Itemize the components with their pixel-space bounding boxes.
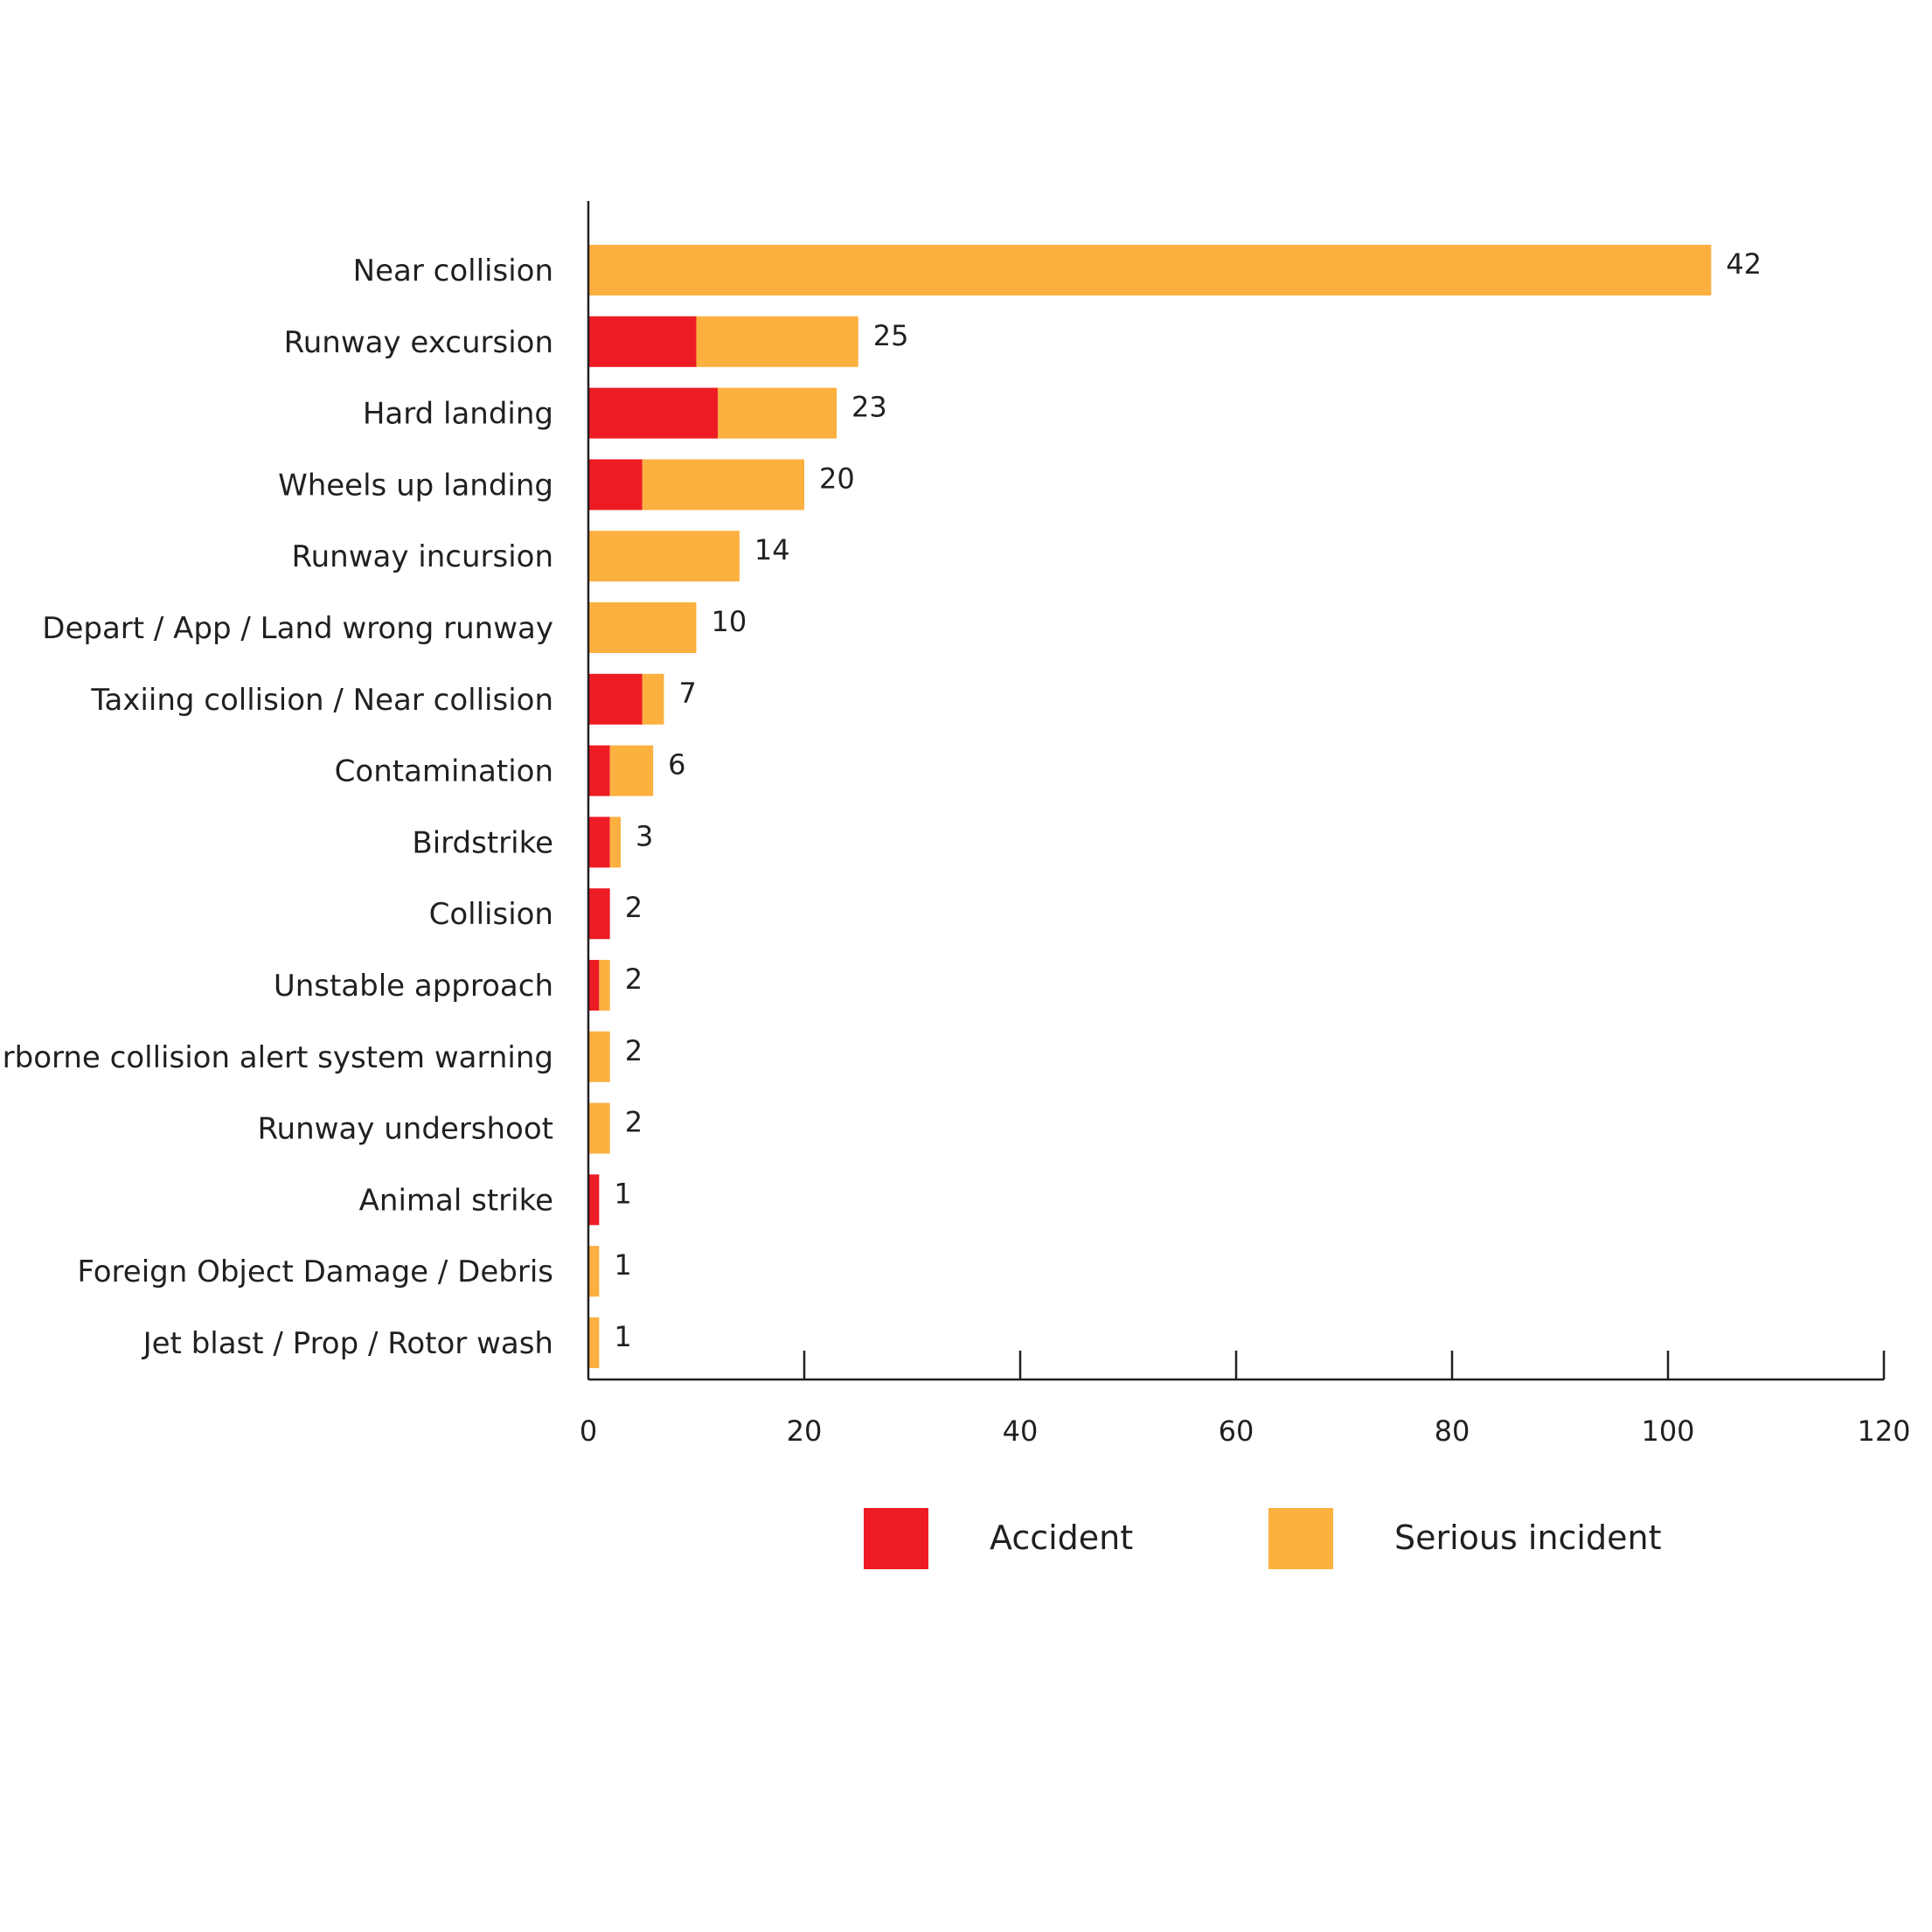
accident-bar-segment: [588, 960, 600, 1011]
x-tick-label: 20: [787, 1414, 823, 1448]
serious-incident-bar-segment: [588, 1102, 610, 1154]
serious-incident-bar-segment: [588, 245, 1712, 295]
x-tick-label: 40: [1003, 1414, 1039, 1448]
accident-bar-segment: [588, 673, 643, 725]
accident-bar-segment: [588, 316, 697, 367]
category-label: Runway incursion: [292, 539, 554, 574]
x-tick-label: 120: [1857, 1414, 1910, 1448]
legend-swatch-accident: [864, 1508, 928, 1569]
accident-bar-segment: [588, 459, 643, 511]
bar-value-label: 1: [614, 1177, 631, 1210]
serious-incident-bar-segment: [609, 745, 654, 796]
accident-bar-segment: [588, 387, 719, 439]
accident-bar-segment: [588, 888, 610, 940]
category-label: Contamination: [335, 754, 553, 789]
serious-incident-bar-segment: [588, 1246, 600, 1297]
category-label: Depart / App / Land wrong runway: [42, 611, 553, 646]
bar-value-label: 1: [614, 1320, 631, 1353]
bar-value-label: 42: [1726, 247, 1762, 281]
category-label: Unstable approach: [274, 969, 553, 1004]
category-label: Jet blast / Prop / Rotor wash: [142, 1326, 553, 1361]
serious-incident-bar-segment: [718, 387, 837, 439]
category-label: Runway undershoot: [257, 1112, 553, 1147]
serious-incident-bar-segment: [696, 316, 858, 367]
legend-label-accident: Accident: [990, 1518, 1133, 1557]
serious-incident-bar-segment: [588, 602, 697, 653]
bar-value-label: 3: [636, 819, 653, 852]
bar-group: [588, 245, 1712, 1368]
legend-label-serious-incident: Serious incident: [1394, 1518, 1661, 1557]
category-label: Runway excursion: [284, 325, 553, 360]
bar-value-label: 25: [873, 319, 909, 352]
category-label: Foreign Object Damage / Debris: [77, 1254, 553, 1289]
category-label: Animal strike: [359, 1183, 553, 1218]
accident-bar-segment: [588, 745, 610, 796]
legend-swatch-serious-incident: [1268, 1508, 1333, 1569]
serious-incident-bar-segment: [642, 459, 804, 511]
serious-incident-bar-segment: [642, 673, 664, 725]
category-labels: Near collision Runway excursion Hard landi…: [0, 254, 553, 1361]
bar-value-label: 2: [625, 1034, 643, 1067]
axes: 0 20 40 60 80 100 120: [580, 201, 1911, 1448]
accident-bar-segment: [588, 1174, 600, 1226]
bar-value-label: 2: [625, 963, 643, 996]
data-labels: 42 25 23 20 14 10 7 6 3 2 2 2 2 1 1 1: [614, 247, 1762, 1353]
category-label: Collision: [429, 897, 553, 932]
bar-value-label: 2: [625, 891, 643, 924]
serious-incident-bar-segment: [588, 531, 740, 582]
x-tick-label: 60: [1219, 1414, 1254, 1448]
category-label: Airborne collision alert system warning: [0, 1040, 553, 1075]
bar-value-label: 23: [851, 391, 887, 424]
x-tick-label: 100: [1641, 1414, 1694, 1448]
serious-incident-bar-segment: [599, 960, 610, 1011]
category-label: Wheels up landing: [278, 468, 553, 503]
category-label: Taxiing collision / Near collision: [90, 683, 553, 718]
category-label: Birdstrike: [412, 825, 553, 860]
bar-value-label: 10: [712, 605, 747, 638]
x-tick-label: 80: [1435, 1414, 1470, 1448]
bar-value-label: 20: [819, 462, 855, 495]
bar-value-label: 7: [678, 677, 696, 710]
accident-bar-segment: [588, 817, 610, 868]
category-label: Hard landing: [363, 397, 553, 432]
serious-incident-bar-segment: [588, 1031, 610, 1082]
bar-value-label: 1: [614, 1248, 631, 1282]
legend: Accident Serious incident: [864, 1508, 1661, 1569]
x-tick-label: 0: [580, 1414, 597, 1448]
serious-incident-bar-segment: [609, 817, 622, 868]
bar-value-label: 2: [625, 1106, 643, 1139]
serious-incident-bar-segment: [588, 1317, 600, 1368]
bar-value-label: 6: [668, 748, 685, 782]
category-label: Near collision: [353, 254, 553, 288]
bar-value-label: 14: [754, 533, 790, 566]
